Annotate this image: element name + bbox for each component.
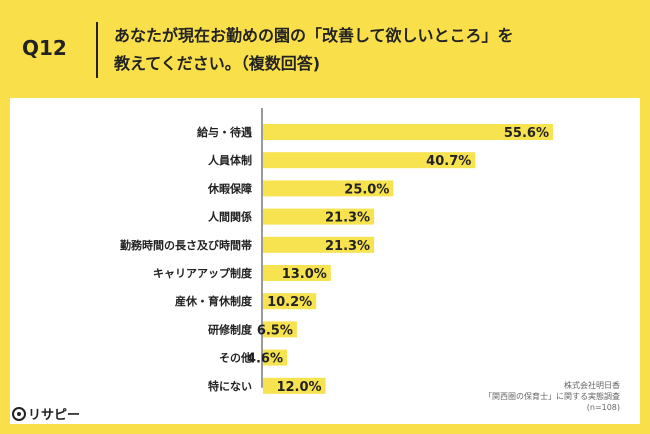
source-survey: 「関西圏の保育士」に関する実態調査 xyxy=(484,392,620,401)
data-label: 21.3% xyxy=(325,239,370,254)
category-label: 特にない xyxy=(208,379,252,393)
risapy-logo: リサピー xyxy=(12,404,80,423)
data-label: 55.6% xyxy=(504,126,549,141)
question-number: Q12 xyxy=(22,36,67,60)
bar xyxy=(263,377,326,394)
bar-chart: 給与・待遇 55.6% 人員体制 40.7% 休暇保障 25.0% 人間関係 21.3% 勤務時… xyxy=(120,108,553,395)
bar xyxy=(263,124,553,140)
data-label: 12.0% xyxy=(276,380,321,395)
logo-text: リサピー xyxy=(28,408,81,423)
data-label: 40.7% xyxy=(426,154,471,169)
data-label: 4.6% xyxy=(247,352,283,367)
source-company: 株式会社明日香 xyxy=(564,381,620,390)
bar xyxy=(263,321,297,338)
category-label: 産休・育休制度 xyxy=(175,294,253,308)
source-sample-size: (n=108) xyxy=(586,403,620,412)
question-title: あなたが現在お勤めの園の「改善して欲しいところ」を 教えてください。（複数回答) xyxy=(114,22,634,78)
bar xyxy=(263,349,287,366)
category-label: 勤務時間の長さ及び時間帯 xyxy=(120,238,252,252)
category-label: 人間関係 xyxy=(208,210,252,224)
data-label: 21.3% xyxy=(325,211,370,226)
bar xyxy=(263,236,375,253)
category-label: 休暇保障 xyxy=(207,181,252,195)
bar xyxy=(263,208,375,225)
category-label: 給与・待遇 xyxy=(197,125,252,139)
bar xyxy=(263,180,394,197)
logo-mark-icon xyxy=(12,406,26,421)
category-label: 人員体制 xyxy=(208,153,252,167)
category-label: 研修制度 xyxy=(208,322,253,336)
category-label: その他 xyxy=(219,351,252,365)
data-label: 25.0% xyxy=(344,182,389,197)
data-label: 13.0% xyxy=(282,267,327,282)
category-label: キャリアアップ制度 xyxy=(153,266,253,280)
chart-card: 給与・待遇 55.6% 人員体制 40.7% 休暇保障 25.0% 人間関係 21.3% 勤務時… xyxy=(10,98,640,424)
question-title-line1: あなたが現在お勤めの園の「改善して欲しいところ」を xyxy=(114,26,514,45)
data-label: 10.2% xyxy=(267,295,312,310)
title-divider xyxy=(96,22,98,78)
bar xyxy=(263,152,476,169)
bar xyxy=(263,293,317,310)
question-title-line2: 教えてください。（複数回答) xyxy=(114,54,321,73)
bar xyxy=(263,265,331,281)
data-label: 6.5% xyxy=(257,323,293,338)
